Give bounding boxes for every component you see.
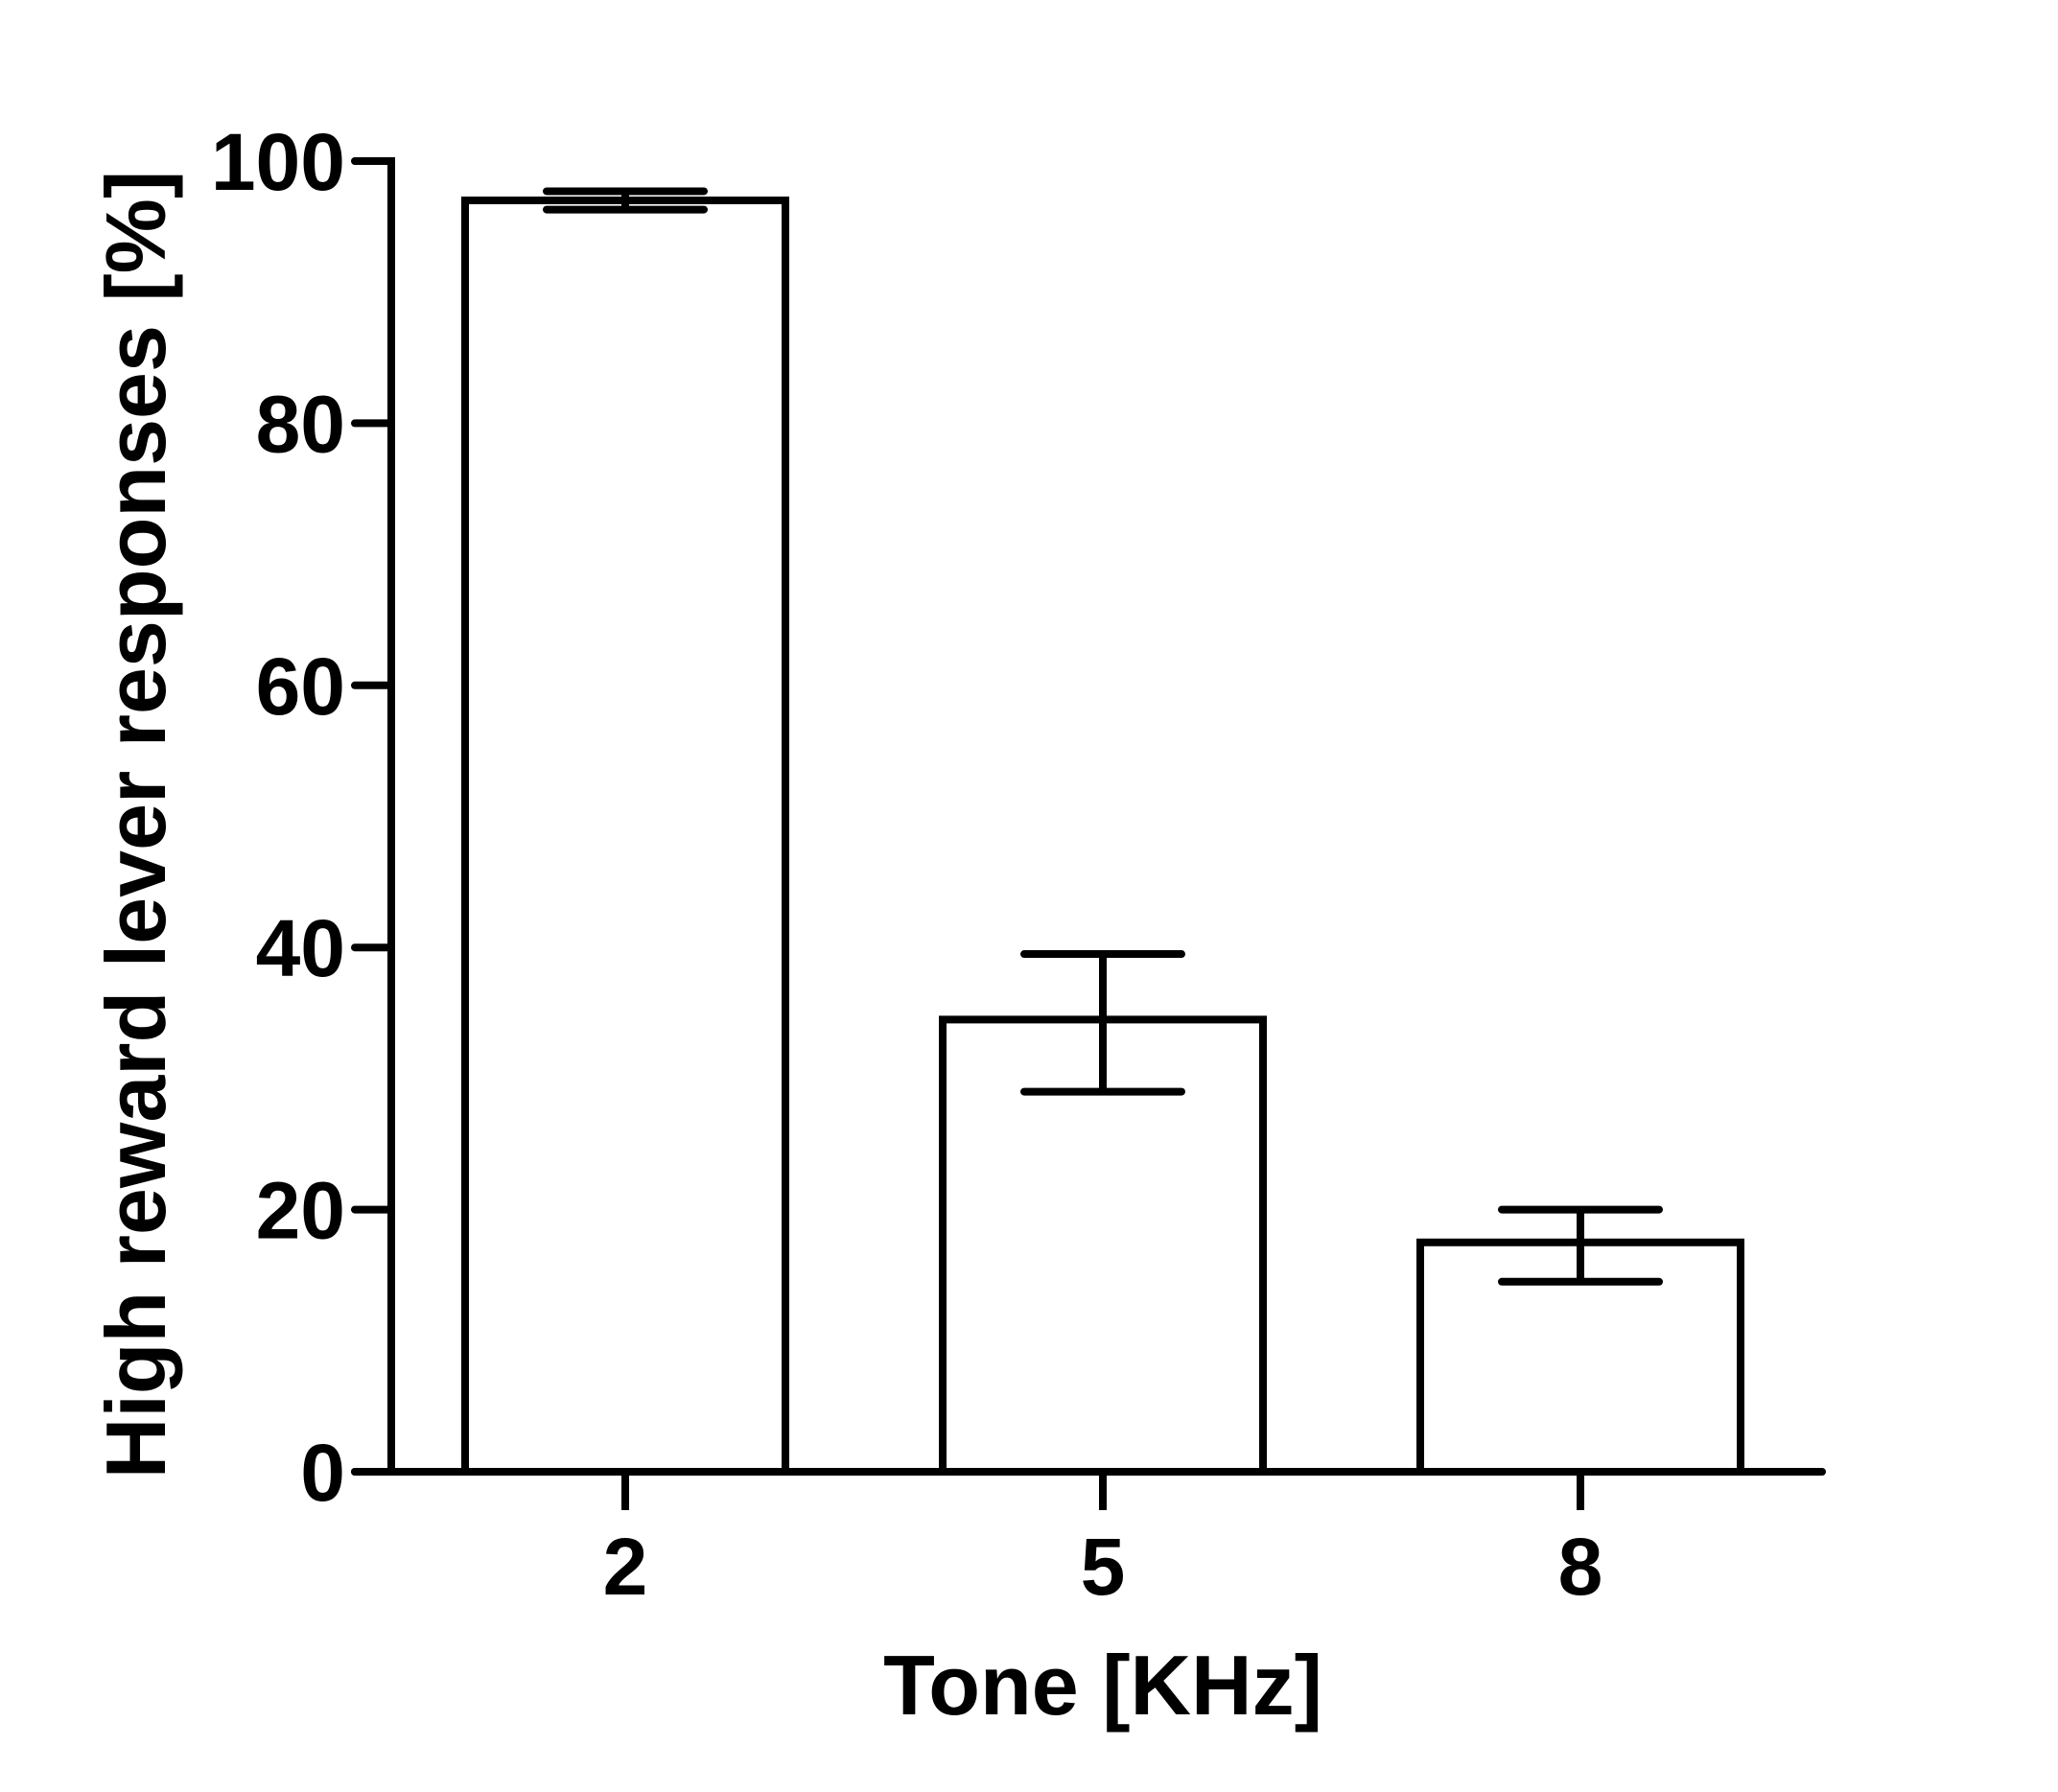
y-tick-label: 60: [256, 641, 345, 732]
y-tick-label: 100: [211, 117, 345, 207]
x-ticks-layer: 2 5 8: [603, 1472, 1603, 1612]
x-tick-label: 2: [603, 1522, 648, 1612]
x-tick-label: 8: [1558, 1522, 1603, 1612]
y-tick-label: 20: [256, 1166, 345, 1256]
y-tick-label: 80: [256, 379, 345, 469]
bar-2: [461, 197, 789, 1476]
y-tick-label: 40: [256, 903, 345, 993]
error-bar-5: [1020, 950, 1185, 1096]
y-axis-title: High reward lever responses [%]: [88, 171, 183, 1478]
error-bar-2: [543, 187, 708, 214]
y-tick-label: 0: [300, 1428, 345, 1518]
error-bar-8: [1498, 1205, 1663, 1286]
x-tick-label: 5: [1081, 1522, 1126, 1612]
x-axis-title: Tone [KHz]: [883, 1638, 1322, 1733]
error-bars-layer: [543, 187, 1663, 1286]
y-ticks-layer: 0 20 40 60 80 100: [211, 117, 395, 1518]
